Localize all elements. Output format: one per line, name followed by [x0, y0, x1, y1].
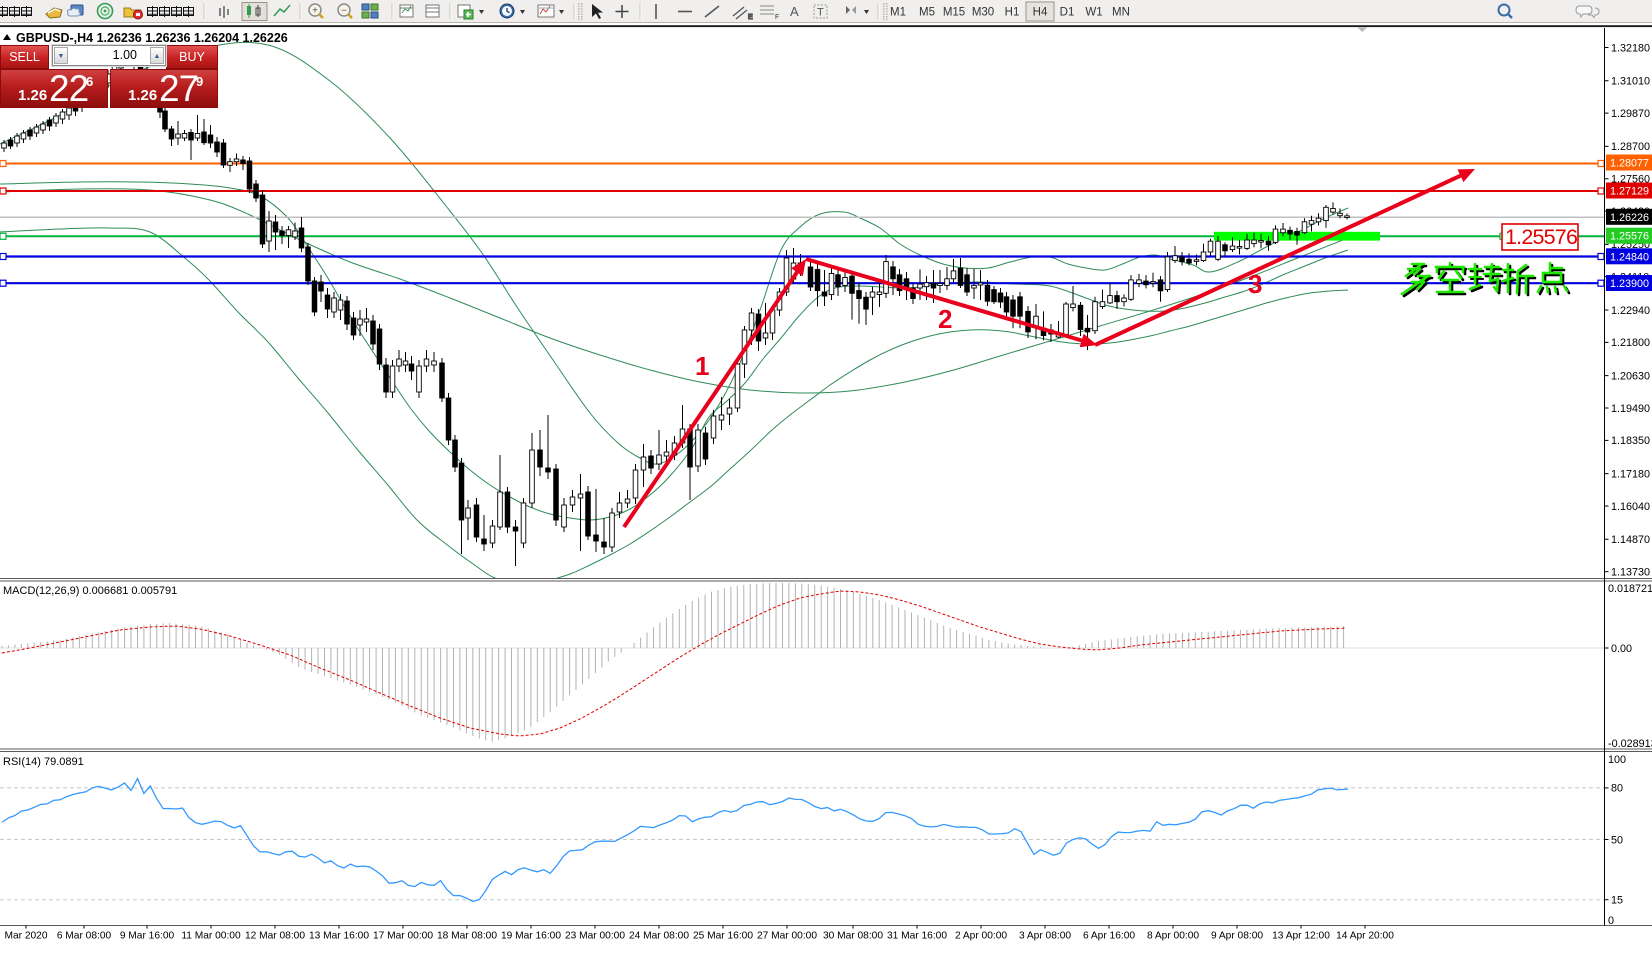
svg-text:D1: D1 — [1060, 7, 1075, 19]
svg-text:Mar 2020: Mar 2020 — [4, 931, 47, 942]
svg-text:+: + — [312, 6, 318, 17]
svg-text:3 Apr 08:00: 3 Apr 08:00 — [1019, 931, 1071, 942]
svg-text:9 Apr 08:00: 9 Apr 08:00 — [1211, 931, 1263, 942]
svg-text:RSI(14) 79.0891: RSI(14) 79.0891 — [3, 756, 84, 768]
svg-text:1.18350: 1.18350 — [1611, 435, 1650, 447]
svg-text:50: 50 — [1611, 834, 1623, 846]
svg-text:100: 100 — [1608, 754, 1626, 766]
svg-text:27 Mar 00:00: 27 Mar 00:00 — [757, 931, 817, 942]
svg-text:30 Mar 08:00: 30 Mar 08:00 — [823, 931, 883, 942]
svg-text:−: − — [341, 6, 347, 17]
svg-text:0.00: 0.00 — [1611, 643, 1632, 655]
svg-text:80: 80 — [1611, 783, 1623, 795]
svg-text:1.21800: 1.21800 — [1611, 337, 1650, 349]
svg-text:1.13730: 1.13730 — [1611, 566, 1650, 578]
svg-text:1.28700: 1.28700 — [1611, 141, 1650, 153]
svg-text:23 Mar 00:00: 23 Mar 00:00 — [565, 931, 625, 942]
svg-text:1.31010: 1.31010 — [1611, 76, 1650, 88]
svg-text:E: E — [748, 14, 753, 21]
svg-text:3: 3 — [1248, 269, 1262, 299]
svg-text:1.28077: 1.28077 — [1610, 158, 1649, 170]
svg-text:1.27129: 1.27129 — [1610, 186, 1649, 198]
svg-text:1.14870: 1.14870 — [1611, 534, 1650, 546]
svg-text:1.25576: 1.25576 — [1610, 231, 1649, 243]
svg-text:1.32180: 1.32180 — [1611, 42, 1650, 54]
svg-text:18 Mar 08:00: 18 Mar 08:00 — [437, 931, 497, 942]
svg-text:M1: M1 — [890, 7, 906, 19]
svg-text:8 Apr 00:00: 8 Apr 00:00 — [1147, 931, 1199, 942]
svg-text:A: A — [790, 4, 799, 19]
svg-text:GBPUSD-,H4 1.26236 1.26236 1.: GBPUSD-,H4 1.26236 1.26236 1.26204 1.262… — [16, 31, 288, 45]
svg-text:1.23900: 1.23900 — [1610, 278, 1649, 290]
svg-text:9 Mar 16:00: 9 Mar 16:00 — [120, 931, 175, 942]
svg-text:24 Mar 08:00: 24 Mar 08:00 — [629, 931, 689, 942]
svg-text:W1: W1 — [1085, 7, 1102, 19]
svg-text:1.29870: 1.29870 — [1611, 108, 1650, 120]
svg-text:12 Mar 08:00: 12 Mar 08:00 — [245, 931, 305, 942]
svg-text:17 Mar 00:00: 17 Mar 00:00 — [373, 931, 433, 942]
svg-text:1: 1 — [695, 351, 709, 381]
svg-text:H1: H1 — [1005, 7, 1020, 19]
svg-text:15: 15 — [1611, 895, 1623, 907]
svg-text:2: 2 — [938, 304, 952, 334]
svg-text:1.17180: 1.17180 — [1611, 468, 1650, 480]
svg-text:H4: H4 — [1033, 7, 1048, 19]
svg-text:M5: M5 — [919, 7, 935, 19]
svg-text:-0.028913: -0.028913 — [1608, 738, 1652, 750]
svg-text:1.19490: 1.19490 — [1611, 403, 1650, 415]
svg-text:6 Apr 16:00: 6 Apr 16:00 — [1083, 931, 1135, 942]
svg-text:1.22940: 1.22940 — [1611, 305, 1650, 317]
svg-text:M30: M30 — [972, 7, 994, 19]
svg-text:1.24840: 1.24840 — [1610, 251, 1649, 263]
svg-text:6 Mar 08:00: 6 Mar 08:00 — [57, 931, 112, 942]
svg-text:MN: MN — [1112, 7, 1130, 19]
svg-text:M15: M15 — [943, 7, 965, 19]
svg-text:11 Mar 00:00: 11 Mar 00:00 — [181, 931, 241, 942]
svg-text:25 Mar 16:00: 25 Mar 16:00 — [693, 931, 753, 942]
svg-text:0.018721: 0.018721 — [1608, 583, 1652, 595]
svg-text:14 Apr 20:00: 14 Apr 20:00 — [1336, 931, 1394, 942]
svg-text:1.16040: 1.16040 — [1611, 501, 1650, 513]
svg-text:T: T — [817, 7, 824, 19]
svg-text:19 Mar 16:00: 19 Mar 16:00 — [501, 931, 561, 942]
svg-text:0: 0 — [1608, 915, 1614, 927]
svg-text:MACD(12,26,9) 0.006681 0.00579: MACD(12,26,9) 0.006681 0.005791 — [3, 585, 177, 597]
svg-text:1.26226: 1.26226 — [1610, 212, 1649, 224]
svg-text:F: F — [775, 14, 779, 21]
svg-text:13 Apr 12:00: 13 Apr 12:00 — [1272, 931, 1330, 942]
svg-text:31 Mar 16:00: 31 Mar 16:00 — [887, 931, 947, 942]
svg-text:1.25576: 1.25576 — [1505, 225, 1578, 249]
svg-text:1.20630: 1.20630 — [1611, 370, 1650, 382]
svg-text:2 Apr 00:00: 2 Apr 00:00 — [955, 931, 1007, 942]
svg-text:13 Mar 16:00: 13 Mar 16:00 — [309, 931, 369, 942]
